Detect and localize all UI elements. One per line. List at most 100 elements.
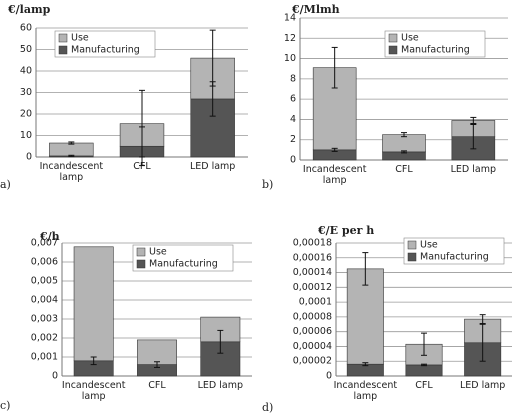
error-bar <box>331 46 338 89</box>
legend-box <box>403 237 505 265</box>
error-bar <box>421 332 427 356</box>
x-tick-label-box: LED lamp <box>450 164 497 175</box>
legend-swatch <box>58 45 68 55</box>
error-bar <box>421 363 427 367</box>
x-tick-label: Incandescent lamp <box>39 161 104 183</box>
error-bar <box>217 329 224 354</box>
y-tick-label: 50 <box>20 44 32 55</box>
y-tick-label: 0 <box>52 371 58 382</box>
panel-label: a) <box>0 178 11 191</box>
error-bar <box>139 89 145 158</box>
legend-label: Manufacturing <box>149 259 218 270</box>
error-bar <box>209 29 216 87</box>
error-bar <box>362 362 369 367</box>
legend-box <box>132 244 234 272</box>
y-tick-label: 0,005 <box>31 276 58 287</box>
x-tick-label-box: Incandescent lamp <box>61 380 126 402</box>
legend-swatch <box>407 252 417 262</box>
y-tick-label: 30 <box>20 87 32 98</box>
legend-label: Use <box>71 33 89 44</box>
legend-swatch <box>58 33 68 43</box>
error-bar <box>331 147 338 152</box>
y-tick-label: 0 <box>26 152 32 163</box>
x-tick-label-box: CFL <box>133 161 151 172</box>
chart-title: €/h <box>39 230 60 243</box>
y-tick-label: 0,003 <box>31 314 58 325</box>
x-tick-label: Incandescent lamp <box>333 380 398 402</box>
y-tick-label: 60 <box>20 23 32 34</box>
legend-box <box>384 30 486 58</box>
legend-swatch <box>136 247 146 257</box>
bar <box>137 339 177 365</box>
y-tick-label: 0,001 <box>31 352 58 363</box>
y-tick-label: 20 <box>20 109 32 120</box>
y-tick-label: 0,00012 <box>293 282 332 293</box>
chart-title: €/E per h <box>317 224 374 237</box>
y-tick-label: 12 <box>284 33 296 44</box>
error-bar <box>68 141 75 145</box>
y-tick-label: 0,00002 <box>293 356 332 367</box>
error-bar <box>362 252 369 286</box>
error-bar <box>479 323 486 362</box>
x-tick-label-box: CFL <box>395 164 413 175</box>
y-tick-label: 0 <box>290 155 296 166</box>
x-tick-label: LED lamp <box>459 380 506 391</box>
x-tick-label: LED lamp <box>197 380 244 391</box>
panel-label: b) <box>262 178 273 191</box>
y-tick-label: 0,00004 <box>293 341 332 352</box>
chart-title: €/Mlmh <box>291 3 340 16</box>
y-tick-label: 10 <box>284 53 296 64</box>
legend-label: Manufacturing <box>401 45 470 56</box>
error-bar <box>90 356 97 366</box>
y-tick-label: 6 <box>290 94 296 105</box>
bar <box>405 364 443 377</box>
y-tick-label: 8 <box>290 73 296 84</box>
error-bar <box>154 361 160 368</box>
y-tick-label: 0,0001 <box>299 297 332 308</box>
error-bar <box>479 314 486 325</box>
x-tick-label-box: LED lamp <box>190 161 235 172</box>
y-tick-label: 0,00014 <box>293 267 332 278</box>
x-tick-label: Incandescent lamp <box>302 164 367 186</box>
x-tick-label-box: LED lamp <box>459 380 506 391</box>
x-tick-label: CFL <box>133 161 151 172</box>
x-tick-label-box: CFL <box>148 380 166 391</box>
x-tick-label-box: LED lamp <box>197 380 244 391</box>
y-tick-label: 0,00018 <box>293 238 332 249</box>
panel-label: c) <box>0 399 10 412</box>
y-tick-label: 2 <box>290 134 296 145</box>
x-tick-label-box: Incandescent lamp <box>333 380 398 402</box>
y-tick-label: 0,00008 <box>293 311 332 322</box>
x-tick-label: CFL <box>148 380 166 391</box>
bar <box>49 142 94 157</box>
x-tick-label-box: Incandescent lamp <box>302 164 367 186</box>
chart-title: €/lamp <box>7 3 51 16</box>
bar <box>382 134 426 153</box>
y-tick-label: 0,004 <box>31 295 58 306</box>
y-tick-label: 0 <box>326 371 332 382</box>
legend-label: Use <box>420 240 438 251</box>
x-tick-label-box: CFL <box>415 380 433 391</box>
error-bar <box>68 154 75 158</box>
x-tick-label: LED lamp <box>450 164 497 175</box>
error-bar <box>401 150 407 154</box>
x-tick-label-box: Incandescent lamp <box>39 161 104 183</box>
y-tick-label: 10 <box>20 130 32 141</box>
y-tick-label: 0,00016 <box>293 252 332 263</box>
error-bar <box>401 132 407 138</box>
y-tick-label: 14 <box>284 13 296 24</box>
y-tick-label: 40 <box>20 66 32 77</box>
x-tick-label: Incandescent lamp <box>61 380 126 402</box>
legend-label: Use <box>401 33 419 44</box>
y-tick-label: 0,006 <box>31 257 58 268</box>
error-bar <box>470 124 477 150</box>
legend-swatch <box>388 45 398 55</box>
x-tick-label: CFL <box>395 164 413 175</box>
panel-label: d) <box>262 401 273 414</box>
y-tick-label: 4 <box>290 114 296 125</box>
x-tick-label: CFL <box>415 380 433 391</box>
legend-swatch <box>136 259 146 269</box>
legend-label: Use <box>149 247 167 258</box>
legend-label: Manufacturing <box>420 252 489 263</box>
